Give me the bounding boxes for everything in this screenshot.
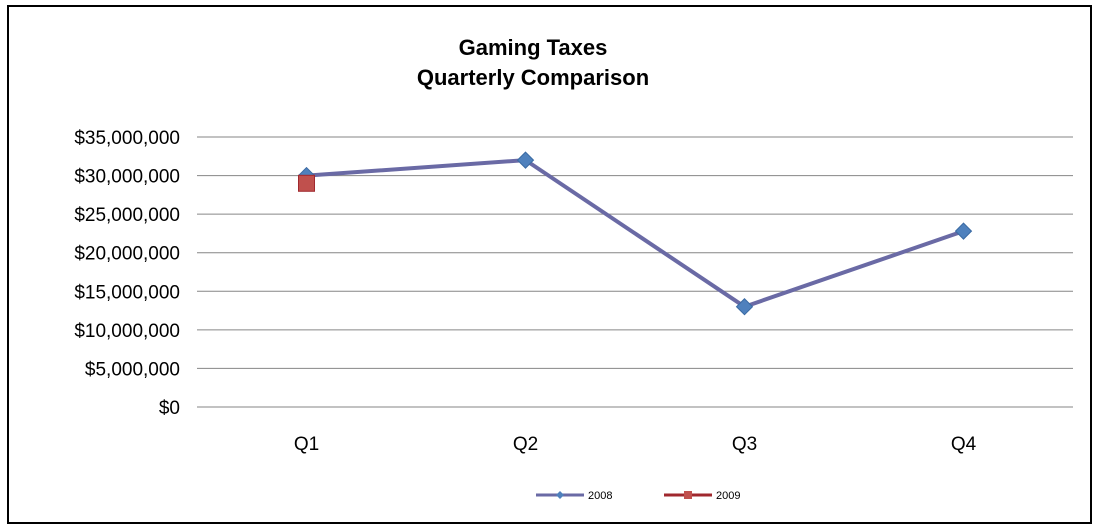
y-tick-label: $15,000,000 bbox=[74, 282, 180, 303]
chart-title: Gaming Taxes bbox=[459, 35, 608, 60]
y-tick-label: $25,000,000 bbox=[74, 205, 180, 226]
y-axis-tick-labels: $0 $5,000,000 $10,000,000 $15,000,000 $20,00… bbox=[74, 128, 180, 419]
x-tick-label-q2: Q2 bbox=[513, 434, 538, 455]
y-tick-label: $20,000,000 bbox=[74, 244, 180, 265]
chart-frame bbox=[7, 5, 1092, 524]
x-tick-label-q3: Q3 bbox=[732, 434, 757, 455]
series-line-2008 bbox=[306, 158, 965, 309]
data-point-2008-1 bbox=[516, 151, 535, 169]
x-tick-label-q4: Q4 bbox=[951, 434, 977, 455]
legend: 2008 2009 bbox=[536, 490, 740, 502]
legend-marker-2009 bbox=[684, 491, 692, 499]
series-plot-area bbox=[297, 151, 973, 316]
y-tick-label: $0 bbox=[159, 398, 180, 419]
y-tick-label: $30,000,000 bbox=[74, 167, 180, 188]
data-point-2009-0 bbox=[298, 174, 315, 192]
y-tick-label: $10,000,000 bbox=[74, 321, 180, 342]
chart-subtitle: Quarterly Comparison bbox=[417, 65, 649, 90]
x-tick-label-q1: Q1 bbox=[294, 434, 319, 455]
legend-label-2009: 2009 bbox=[716, 490, 740, 502]
data-point-2008-2 bbox=[735, 298, 754, 316]
y-tick-label: $35,000,000 bbox=[74, 128, 180, 149]
data-point-2008-3 bbox=[954, 222, 973, 240]
gridlines bbox=[197, 136, 1073, 408]
x-axis-tick-labels: Q1 Q2 Q3 Q4 bbox=[294, 434, 977, 455]
legend-marker-2008 bbox=[556, 491, 564, 499]
y-tick-label: $5,000,000 bbox=[85, 359, 180, 380]
legend-label-2008: 2008 bbox=[588, 490, 612, 502]
